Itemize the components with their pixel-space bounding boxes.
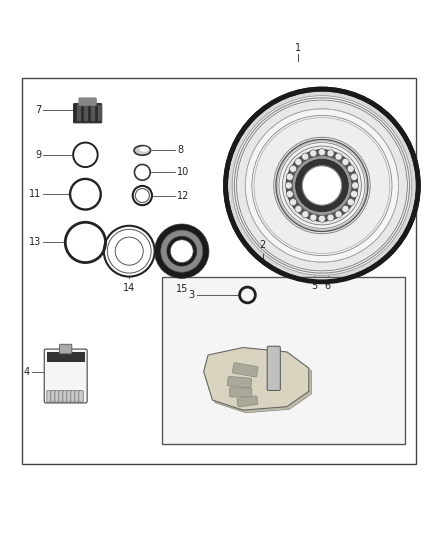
- Circle shape: [286, 191, 293, 198]
- FancyBboxPatch shape: [63, 391, 67, 402]
- Circle shape: [318, 215, 325, 222]
- FancyBboxPatch shape: [47, 391, 51, 402]
- Text: 10: 10: [177, 167, 190, 177]
- Circle shape: [350, 173, 357, 180]
- Text: 14: 14: [123, 282, 135, 293]
- Circle shape: [237, 100, 407, 271]
- Circle shape: [327, 150, 334, 157]
- Circle shape: [302, 153, 309, 160]
- FancyBboxPatch shape: [79, 391, 83, 402]
- Bar: [162, 278, 405, 444]
- Text: 7: 7: [35, 105, 42, 115]
- Text: 8: 8: [177, 146, 184, 156]
- Polygon shape: [206, 350, 311, 413]
- Circle shape: [276, 140, 368, 231]
- Circle shape: [283, 146, 361, 225]
- FancyBboxPatch shape: [227, 376, 252, 388]
- Circle shape: [327, 214, 334, 221]
- Circle shape: [295, 206, 302, 213]
- Circle shape: [161, 230, 203, 272]
- Circle shape: [252, 115, 392, 255]
- Circle shape: [342, 206, 349, 213]
- FancyBboxPatch shape: [67, 391, 71, 402]
- Circle shape: [310, 150, 317, 157]
- FancyBboxPatch shape: [267, 346, 280, 391]
- Circle shape: [245, 109, 399, 262]
- Text: 3: 3: [189, 290, 195, 300]
- Text: 1: 1: [295, 43, 301, 53]
- Circle shape: [279, 142, 365, 229]
- Text: 12: 12: [177, 190, 190, 200]
- Circle shape: [285, 182, 292, 189]
- FancyBboxPatch shape: [75, 391, 79, 402]
- Bar: [47, 352, 85, 362]
- Polygon shape: [204, 348, 309, 410]
- Text: 15: 15: [176, 284, 188, 294]
- Bar: [77, 106, 81, 121]
- Text: 4: 4: [24, 367, 30, 377]
- FancyBboxPatch shape: [74, 103, 102, 123]
- Circle shape: [310, 214, 317, 221]
- Circle shape: [352, 182, 359, 189]
- Circle shape: [350, 191, 357, 198]
- Circle shape: [286, 173, 293, 180]
- FancyBboxPatch shape: [79, 98, 96, 106]
- FancyBboxPatch shape: [51, 391, 55, 402]
- FancyBboxPatch shape: [60, 344, 72, 354]
- Circle shape: [226, 89, 418, 282]
- Ellipse shape: [134, 146, 151, 155]
- Bar: [84, 106, 88, 121]
- Circle shape: [167, 236, 197, 266]
- Text: 2: 2: [260, 240, 266, 251]
- Circle shape: [286, 150, 358, 221]
- Circle shape: [232, 96, 412, 275]
- Circle shape: [335, 211, 342, 218]
- Text: 13: 13: [29, 237, 42, 247]
- Circle shape: [295, 158, 302, 165]
- FancyBboxPatch shape: [237, 396, 258, 407]
- Bar: [22, 78, 416, 464]
- Circle shape: [335, 153, 342, 160]
- Circle shape: [347, 199, 354, 206]
- Circle shape: [292, 156, 352, 215]
- Text: 6: 6: [325, 280, 331, 290]
- Circle shape: [318, 149, 325, 156]
- Ellipse shape: [139, 147, 149, 152]
- Text: 9: 9: [35, 150, 42, 160]
- FancyBboxPatch shape: [44, 349, 87, 403]
- FancyBboxPatch shape: [71, 391, 75, 402]
- Circle shape: [302, 166, 342, 205]
- Bar: [91, 106, 95, 121]
- Circle shape: [296, 159, 348, 212]
- FancyBboxPatch shape: [55, 391, 59, 402]
- Circle shape: [170, 240, 193, 263]
- FancyBboxPatch shape: [59, 391, 63, 402]
- FancyBboxPatch shape: [230, 388, 252, 397]
- Circle shape: [302, 211, 309, 218]
- Text: 5: 5: [311, 280, 318, 290]
- FancyBboxPatch shape: [233, 363, 258, 377]
- Text: 11: 11: [29, 189, 42, 199]
- Circle shape: [342, 158, 349, 165]
- Bar: [98, 106, 102, 121]
- Circle shape: [155, 224, 209, 278]
- Circle shape: [347, 165, 354, 172]
- Circle shape: [290, 199, 297, 206]
- Circle shape: [290, 165, 297, 172]
